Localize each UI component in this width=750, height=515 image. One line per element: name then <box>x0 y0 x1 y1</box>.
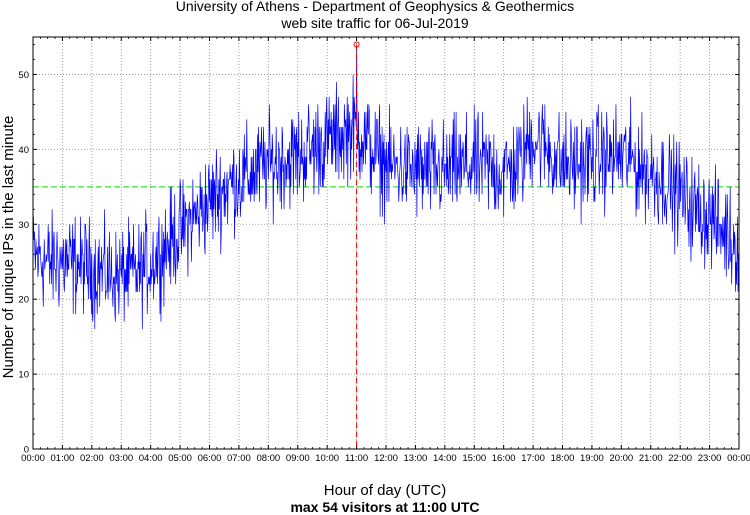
x-tick-label: 05:00 <box>168 453 192 464</box>
x-tick-label: 15:00 <box>462 453 486 464</box>
x-tick-label: 00:00 <box>21 453 45 464</box>
x-tick-label: 08:00 <box>256 453 280 464</box>
x-tick-label: 16:00 <box>492 453 516 464</box>
y-tick-label: 50 <box>18 70 29 81</box>
x-tick-label: 12:00 <box>374 453 398 464</box>
x-tick-label: 09:00 <box>286 453 310 464</box>
x-tick-label: 06:00 <box>198 453 222 464</box>
x-tick-label: 02:00 <box>80 453 104 464</box>
x-tick-label: 00:00 <box>727 453 750 464</box>
x-tick-label: 22:00 <box>668 453 692 464</box>
x-tick-label: 18:00 <box>551 453 575 464</box>
x-tick-label: 01:00 <box>51 453 75 464</box>
x-tick-label: 19:00 <box>580 453 604 464</box>
y-axis-label: Number of unique IPs in the last minute <box>0 116 17 379</box>
x-tick-label: 21:00 <box>639 453 663 464</box>
chart-subtitle: web site traffic for 06-Jul-2019 <box>281 15 469 31</box>
x-axis-label: Hour of day (UTC) <box>323 482 447 499</box>
chart-title: University of Athens - Department of Geo… <box>175 0 575 14</box>
y-tick-label: 30 <box>18 220 29 231</box>
x-tick-label: 11:00 <box>345 453 368 464</box>
y-tick-label: 20 <box>18 295 29 306</box>
x-tick-label: 10:00 <box>315 453 339 464</box>
y-tick-label: 10 <box>18 370 29 381</box>
x-tick-label: 04:00 <box>139 453 163 464</box>
traffic-series-line <box>32 44 739 330</box>
plot-area <box>33 37 739 449</box>
plot-frame <box>32 36 740 450</box>
x-tick-label: 13:00 <box>404 453 428 464</box>
y-tick-label: 0 <box>24 445 29 456</box>
x-tick-label: 17:00 <box>521 453 545 464</box>
x-tick-label: 07:00 <box>227 453 251 464</box>
x-tick-label: 20:00 <box>609 453 633 464</box>
max-point <box>353 41 360 48</box>
max-summary: max 54 visitors at 11:00 UTC <box>290 499 480 515</box>
x-tick-label: 14:00 <box>433 453 457 464</box>
y-tick-label: 40 <box>18 145 29 156</box>
x-tick-label: 23:00 <box>698 453 722 464</box>
x-tick-label: 03:00 <box>109 453 133 464</box>
